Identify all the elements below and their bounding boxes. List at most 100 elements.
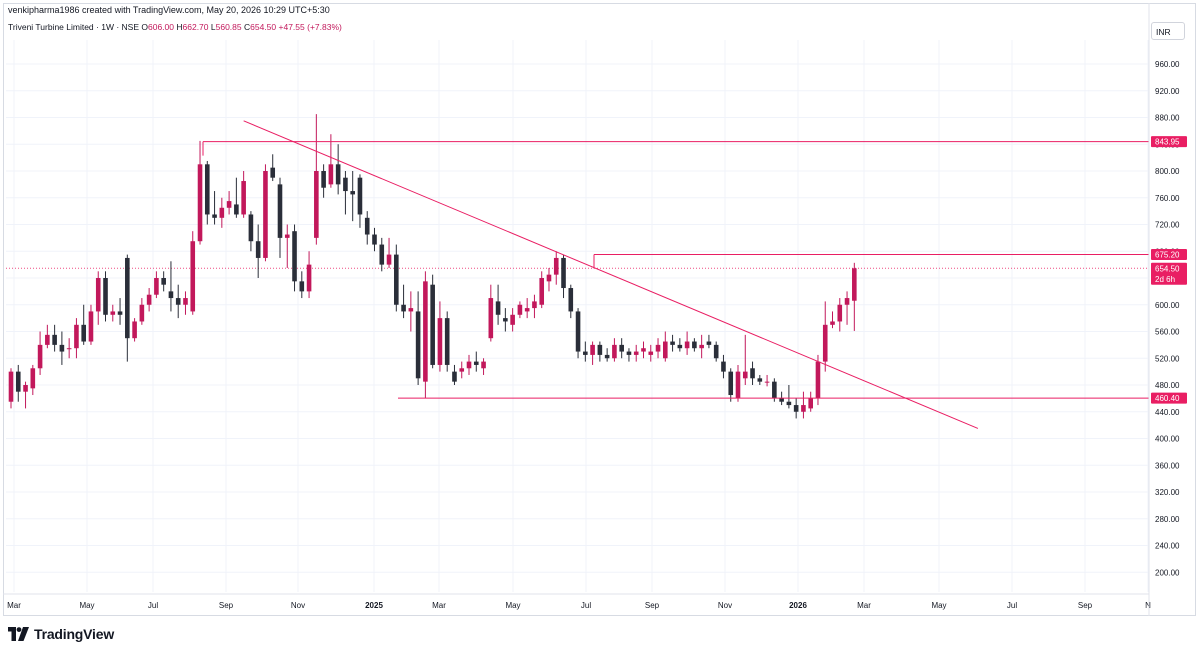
candle-body[interactable] — [459, 368, 465, 372]
candle-body[interactable] — [473, 361, 479, 365]
candle-body[interactable] — [277, 184, 283, 238]
candle-body[interactable] — [568, 288, 574, 312]
candle-body[interactable] — [641, 348, 646, 352]
candle-body[interactable] — [59, 344, 65, 352]
candle-body[interactable] — [81, 324, 86, 342]
candle-body[interactable] — [684, 341, 690, 349]
candle-body[interactable] — [852, 268, 857, 301]
candle-body[interactable] — [394, 254, 399, 305]
candle-body[interactable] — [154, 278, 159, 295]
candle-body[interactable] — [757, 378, 763, 382]
candle-body[interactable] — [604, 354, 610, 359]
candle-body[interactable] — [415, 311, 421, 379]
candle-body[interactable] — [125, 257, 130, 339]
candle-body[interactable] — [633, 351, 639, 355]
candle-body[interactable] — [88, 311, 94, 342]
candle-body[interactable] — [335, 164, 341, 185]
candle-body[interactable] — [706, 341, 712, 345]
candle-body[interactable] — [299, 281, 305, 292]
candle-body[interactable] — [248, 214, 254, 242]
candle-body[interactable] — [808, 398, 813, 409]
candle-body[interactable] — [364, 217, 370, 235]
candle-body[interactable] — [343, 177, 348, 192]
candle-body[interactable] — [226, 201, 232, 208]
candle-body[interactable] — [590, 344, 595, 355]
candle-body[interactable] — [728, 371, 734, 396]
candle-body[interactable] — [270, 167, 276, 178]
candle-body[interactable] — [168, 291, 174, 299]
candle-body[interactable] — [52, 334, 57, 345]
candle-body[interactable] — [495, 301, 501, 315]
candle-body[interactable] — [786, 401, 792, 406]
candle-body[interactable] — [539, 278, 545, 305]
candle-body[interactable] — [655, 344, 661, 352]
candle-body[interactable] — [713, 344, 719, 359]
candle-body[interactable] — [255, 241, 261, 258]
candle-body[interactable] — [663, 341, 668, 359]
candle-body[interactable] — [314, 171, 319, 238]
candle-body[interactable] — [510, 314, 515, 325]
candle-body[interactable] — [8, 371, 14, 402]
candle-body[interactable] — [74, 324, 79, 349]
descending-trendline[interactable] — [243, 120, 979, 429]
candle-body[interactable] — [517, 304, 523, 315]
candle-body[interactable] — [241, 181, 246, 215]
candle-body[interactable] — [735, 371, 741, 399]
candle-body[interactable] — [350, 191, 355, 195]
candle-body[interactable] — [423, 281, 428, 382]
candle-body[interactable] — [372, 234, 377, 245]
candle-body[interactable] — [546, 274, 552, 282]
candle-body[interactable] — [146, 294, 152, 305]
candle-body[interactable] — [561, 257, 566, 289]
candle-body[interactable] — [692, 341, 697, 349]
candle-body[interactable] — [575, 311, 581, 352]
candle-body[interactable] — [597, 344, 603, 355]
candle-body[interactable] — [110, 311, 116, 315]
currency-button[interactable]: INR — [1151, 22, 1185, 40]
candle-body[interactable] — [321, 171, 326, 188]
candle-body[interactable] — [386, 254, 392, 265]
candle-body[interactable] — [481, 361, 486, 369]
candle-body[interactable] — [503, 318, 508, 322]
candle-body[interactable] — [95, 278, 101, 312]
candle-body[interactable] — [779, 398, 784, 402]
candle-body[interactable] — [204, 164, 210, 215]
candle-body[interactable] — [699, 344, 704, 349]
candle-body[interactable] — [612, 344, 617, 359]
candle-body[interactable] — [219, 207, 225, 218]
candle-body[interactable] — [677, 344, 683, 349]
candle-body[interactable] — [670, 341, 675, 345]
candle-body[interactable] — [466, 361, 472, 369]
candle-body[interactable] — [408, 308, 414, 312]
candle-body[interactable] — [37, 344, 43, 369]
candle-body[interactable] — [234, 204, 239, 215]
candle-body[interactable] — [190, 241, 196, 312]
candle-body[interactable] — [772, 381, 777, 399]
candle-body[interactable] — [197, 164, 203, 242]
candle-body[interactable] — [66, 348, 72, 350]
tradingview-branding[interactable]: TradingView — [8, 624, 114, 644]
candle-body[interactable] — [844, 298, 850, 305]
candle-body[interactable] — [437, 318, 443, 365]
candle-body[interactable] — [15, 371, 21, 392]
candle-body[interactable] — [379, 244, 385, 265]
candle-body[interactable] — [532, 301, 537, 309]
candle-body[interactable] — [750, 368, 755, 379]
candle-body[interactable] — [45, 334, 50, 345]
candle-body[interactable] — [117, 311, 123, 315]
candle-body[interactable] — [583, 351, 588, 355]
candle-body[interactable] — [553, 257, 559, 275]
candle-body[interactable] — [175, 298, 181, 305]
candle-body[interactable] — [23, 385, 28, 392]
candle-body[interactable] — [30, 368, 36, 389]
candle-body[interactable] — [626, 351, 632, 355]
candle-body[interactable] — [284, 234, 290, 238]
candle-body[interactable] — [103, 278, 108, 315]
candle-body[interactable] — [648, 351, 654, 355]
candle-body[interactable] — [721, 361, 726, 372]
candle-body[interactable] — [488, 298, 494, 339]
candle-body[interactable] — [401, 304, 406, 312]
candle-body[interactable] — [430, 284, 435, 365]
candle-body[interactable] — [452, 371, 457, 382]
